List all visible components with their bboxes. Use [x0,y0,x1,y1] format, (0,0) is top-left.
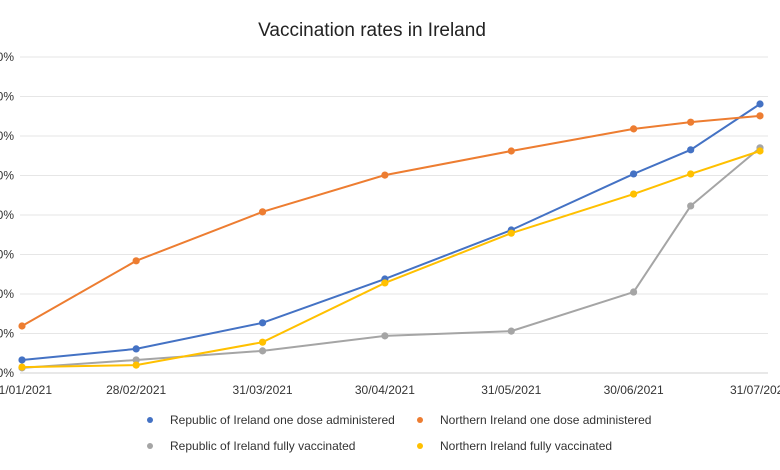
y-tick-label: 0% [0,366,14,380]
data-point [630,170,638,178]
series-line [21,114,761,327]
data-point [18,322,26,330]
legend-label: Republic of Ireland fully vaccinated [170,439,355,453]
data-point [18,356,26,364]
data-point [18,363,26,371]
y-tick-label: 70% [0,90,14,104]
legend-label: Republic of Ireland one dose administere… [170,413,395,427]
data-point [258,208,267,216]
series-1 [18,112,764,330]
x-tick-label: 31/03/2021 [233,383,293,397]
y-tick-label: 40% [0,208,14,222]
legend-marker [147,417,153,423]
data-point [630,288,638,296]
data-point [687,118,695,126]
data-point [630,190,638,198]
legend-marker [417,443,423,449]
series-2 [18,144,764,372]
legend-item: Northern Ireland one dose administered [417,413,651,427]
data-point [258,347,267,355]
series-3 [18,147,764,371]
chart-title: Vaccination rates in Ireland [258,20,486,41]
series-line [21,103,761,361]
data-point [687,146,695,154]
data-point [132,356,140,364]
data-point [258,319,267,327]
series-line [21,150,761,369]
legend-item: Republic of Ireland one dose administere… [147,413,395,427]
y-tick-label: 50% [0,169,14,183]
legend-label: Northern Ireland fully vaccinated [440,439,612,453]
data-point [756,147,764,155]
data-point [756,112,764,120]
y-tick-label: 10% [0,327,14,341]
y-tick-label: 20% [0,287,14,301]
series-line [21,147,761,369]
data-point [756,100,764,108]
data-point [507,327,515,335]
data-point [132,361,140,369]
legend-item: Northern Ireland fully vaccinated [417,439,612,453]
data-point [132,257,140,265]
data-point [381,332,389,340]
data-point [132,345,140,353]
data-point [507,229,515,237]
legend-item: Republic of Ireland fully vaccinated [147,439,355,453]
x-tick-label: 31/07/2021 [730,383,780,397]
x-tick-label: 31/05/2021 [481,383,541,397]
y-tick-label: 60% [0,129,14,143]
data-point [258,338,267,346]
data-point [381,279,389,287]
data-point [381,171,389,179]
legend-marker [147,443,153,449]
y-tick-label: 30% [0,248,14,262]
x-tick-label: 28/02/2021 [106,383,166,397]
x-tick-label: 30/06/2021 [604,383,664,397]
series-0 [18,100,764,364]
data-point [630,125,638,133]
y-tick-label: 80% [0,50,14,64]
legend-label: Northern Ireland one dose administered [440,413,651,427]
data-point [687,202,695,210]
x-tick-label: 31/01/2021 [0,383,52,397]
x-tick-label: 30/04/2021 [355,383,415,397]
data-point [507,147,515,155]
legend-marker [417,417,423,423]
data-point [687,170,695,178]
